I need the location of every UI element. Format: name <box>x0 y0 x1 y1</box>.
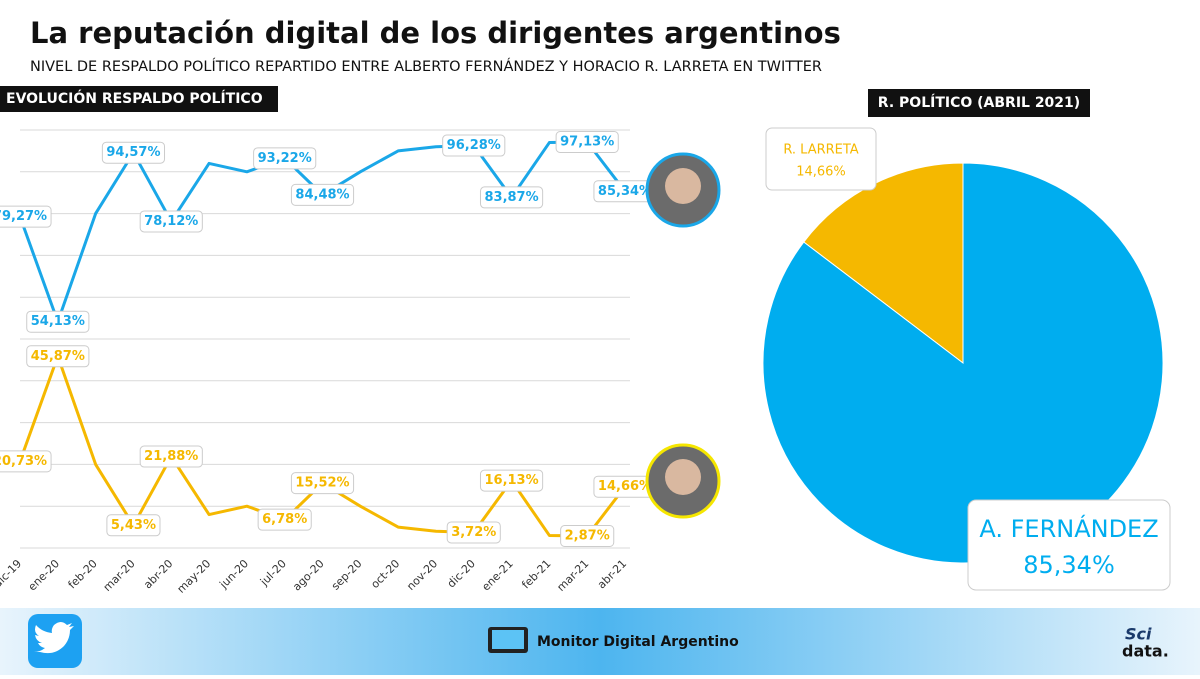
line <box>18 140 627 324</box>
label-box <box>479 469 544 492</box>
value-label: 6,78% <box>262 512 307 527</box>
label-box <box>442 134 506 157</box>
label-box <box>106 514 161 537</box>
value-label: 94,57% <box>106 145 160 160</box>
value-label: 16,13% <box>484 473 538 488</box>
pie-value-label: 14,66% <box>796 165 846 180</box>
x-tick-label: ago-20 <box>290 557 327 594</box>
value-label: 54,13% <box>31 314 85 329</box>
value-label: 3,72% <box>451 525 496 540</box>
section-bg <box>0 86 278 112</box>
label-box <box>0 205 52 228</box>
footer <box>0 608 1200 675</box>
pie-value-label: 85,34% <box>1023 551 1115 579</box>
label-box <box>290 472 355 495</box>
portrait-face <box>665 168 701 204</box>
x-tick-label: mar-20 <box>101 557 138 594</box>
x-tick-label: mar-21 <box>554 557 591 594</box>
label-box <box>479 186 544 209</box>
value-label: 85,34% <box>598 184 652 199</box>
label-box <box>101 141 166 164</box>
x-tick-label: jun-20 <box>216 557 251 592</box>
label-box <box>26 310 90 333</box>
value-label: 84,48% <box>295 187 349 202</box>
value-label: 15,52% <box>295 476 349 491</box>
line <box>18 354 627 538</box>
label-box <box>290 183 355 206</box>
label-box <box>257 508 312 531</box>
portrait-face <box>665 459 701 495</box>
label-box <box>139 210 203 233</box>
value-label: 93,22% <box>258 151 312 166</box>
label-box <box>560 525 615 548</box>
label-box <box>0 450 52 473</box>
x-tick-label: dic-19 <box>0 557 24 590</box>
value-label: 97,13% <box>560 134 614 149</box>
label-box <box>765 127 877 191</box>
x-tick-label: feb-21 <box>519 557 553 591</box>
label-box <box>139 445 203 468</box>
label-box <box>253 147 317 170</box>
pie-label: A. FERNÁNDEZ <box>979 514 1158 543</box>
value-label: 78,12% <box>144 214 198 229</box>
value-label: 79,27% <box>0 209 47 224</box>
value-label: 2,87% <box>565 529 610 544</box>
label-box <box>446 521 501 544</box>
pie-label: R. LARRETA <box>783 143 858 158</box>
x-tick-label: dic-20 <box>445 557 478 590</box>
x-tick-label: may-20 <box>175 557 214 596</box>
x-tick-label: ene-21 <box>479 557 515 593</box>
logo: data. <box>1122 642 1169 661</box>
value-label: 20,73% <box>0 454 47 469</box>
x-tick-label: nov-20 <box>404 557 440 593</box>
x-tick-label: ene-20 <box>26 557 62 593</box>
value-label: 14,66% <box>598 479 652 494</box>
x-tick-label: oct-20 <box>368 557 402 591</box>
label-box <box>555 130 619 153</box>
x-tick-label: abr-20 <box>141 557 175 591</box>
value-label: 83,87% <box>484 190 538 205</box>
line-title: EVOLUCIÓN RESPALDO POLÍTICO <box>6 89 263 107</box>
brand: Monitor Digital Argentino <box>537 634 739 650</box>
monitor-screen <box>492 630 524 649</box>
value-label: 21,88% <box>144 449 198 464</box>
label-box <box>967 499 1171 591</box>
logo: Sci <box>1125 625 1152 644</box>
value-label: 96,28% <box>447 138 501 153</box>
x-tick-label: sep-20 <box>329 557 365 593</box>
x-tick-label: jul-20 <box>257 557 289 589</box>
x-tick-label: feb-20 <box>66 557 100 591</box>
x-tick-label: abr-21 <box>595 557 629 591</box>
pie-title: R. POLÍTICO (ABRIL 2021) <box>878 94 1080 111</box>
twitter-bird <box>34 622 74 654</box>
subtitle: NIVEL DE RESPALDO POLÍTICO REPARTIDO ENT… <box>30 58 822 75</box>
label-box <box>26 345 90 368</box>
title: La reputación digital de los dirigentes … <box>30 16 841 50</box>
section-bg <box>868 89 1090 117</box>
value-label: 45,87% <box>31 349 85 364</box>
value-label: 5,43% <box>111 518 156 533</box>
